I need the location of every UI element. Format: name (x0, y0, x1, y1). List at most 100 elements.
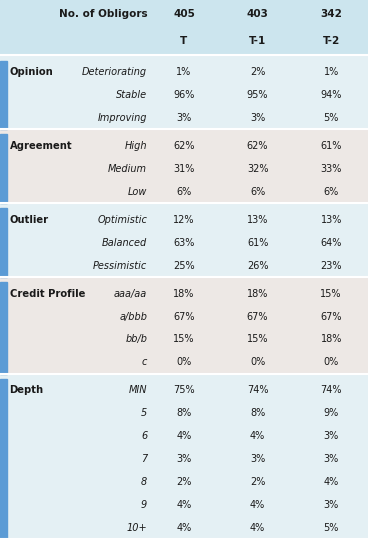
Text: 25%: 25% (173, 260, 195, 271)
Text: 4%: 4% (250, 523, 265, 533)
Text: T-2: T-2 (323, 37, 340, 46)
Text: bb/b: bb/b (125, 334, 147, 344)
Text: 63%: 63% (173, 238, 195, 247)
Text: 75%: 75% (173, 385, 195, 396)
Text: 3%: 3% (323, 454, 339, 464)
Bar (0, 277, 368, 374)
Text: 1%: 1% (176, 67, 192, 77)
Text: 15%: 15% (247, 334, 268, 344)
Bar (0, 0, 368, 56)
Text: T-1: T-1 (249, 37, 266, 46)
Text: 6%: 6% (323, 186, 339, 197)
Text: 0%: 0% (323, 357, 339, 367)
Text: 61%: 61% (247, 238, 268, 247)
Text: Low: Low (128, 186, 147, 197)
Text: 94%: 94% (321, 90, 342, 100)
Text: 6%: 6% (176, 186, 192, 197)
Text: 403: 403 (247, 9, 269, 19)
Text: 18%: 18% (247, 289, 268, 299)
Text: 5%: 5% (323, 113, 339, 123)
Text: 3%: 3% (323, 431, 339, 441)
Text: Balanced: Balanced (102, 238, 147, 247)
Text: 32%: 32% (247, 164, 268, 174)
Bar (0, 282, 7, 374)
Text: 13%: 13% (321, 215, 342, 225)
Bar (0, 60, 7, 129)
Text: 18%: 18% (173, 289, 195, 299)
Text: 4%: 4% (250, 500, 265, 510)
Text: 3%: 3% (250, 113, 265, 123)
Text: T: T (180, 37, 188, 46)
Text: 64%: 64% (321, 238, 342, 247)
Text: 3%: 3% (176, 113, 192, 123)
Text: 7: 7 (141, 454, 147, 464)
Text: 0%: 0% (176, 357, 192, 367)
Text: 3%: 3% (323, 500, 339, 510)
Text: 9: 9 (141, 500, 147, 510)
Text: 405: 405 (173, 9, 195, 19)
Text: Opinion: Opinion (10, 67, 53, 77)
Bar (0, 56, 368, 129)
Text: 74%: 74% (321, 385, 342, 396)
Text: 4%: 4% (176, 431, 192, 441)
Text: 67%: 67% (247, 312, 268, 322)
Text: 2%: 2% (250, 67, 265, 77)
Text: 6%: 6% (250, 186, 265, 197)
Text: Outlier: Outlier (10, 215, 49, 225)
Bar (0, 203, 368, 277)
Text: Stable: Stable (116, 90, 147, 100)
Text: Agreement: Agreement (10, 141, 72, 151)
Text: 18%: 18% (321, 334, 342, 344)
Bar (0, 374, 368, 539)
Bar (0, 379, 7, 539)
Text: 4%: 4% (250, 431, 265, 441)
Text: 3%: 3% (176, 454, 192, 464)
Text: 5: 5 (141, 408, 147, 418)
Text: 2%: 2% (250, 477, 265, 487)
Text: 23%: 23% (321, 260, 342, 271)
Text: 3%: 3% (250, 454, 265, 464)
Text: 67%: 67% (173, 312, 195, 322)
Text: MIN: MIN (129, 385, 147, 396)
Text: 13%: 13% (247, 215, 268, 225)
Text: 342: 342 (320, 9, 342, 19)
Text: 8%: 8% (250, 408, 265, 418)
Text: 62%: 62% (247, 141, 268, 151)
Text: 33%: 33% (321, 164, 342, 174)
Text: 15%: 15% (321, 289, 342, 299)
Text: 0%: 0% (250, 357, 265, 367)
Text: Pessimistic: Pessimistic (93, 260, 147, 271)
Text: 61%: 61% (321, 141, 342, 151)
Text: 8%: 8% (176, 408, 192, 418)
Text: Improving: Improving (98, 113, 147, 123)
Text: 2%: 2% (176, 477, 192, 487)
Text: 74%: 74% (247, 385, 268, 396)
Text: 31%: 31% (173, 164, 195, 174)
Text: 15%: 15% (173, 334, 195, 344)
Text: Credit Profile: Credit Profile (10, 289, 85, 299)
Text: 26%: 26% (247, 260, 268, 271)
Text: 12%: 12% (173, 215, 195, 225)
Text: 10+: 10+ (127, 523, 147, 533)
Bar (0, 135, 7, 203)
Text: No. of Obligors: No. of Obligors (59, 9, 147, 19)
Text: 9%: 9% (323, 408, 339, 418)
Text: 1%: 1% (323, 67, 339, 77)
Text: c: c (142, 357, 147, 367)
Text: 5%: 5% (323, 523, 339, 533)
Text: 96%: 96% (173, 90, 195, 100)
Text: a/bbb: a/bbb (119, 312, 147, 322)
Text: 6: 6 (141, 431, 147, 441)
Text: 4%: 4% (176, 500, 192, 510)
Text: 4%: 4% (323, 477, 339, 487)
Text: 95%: 95% (247, 90, 268, 100)
Text: 8: 8 (141, 477, 147, 487)
Text: Medium: Medium (108, 164, 147, 174)
Text: Optimistic: Optimistic (97, 215, 147, 225)
Text: High: High (125, 141, 147, 151)
Text: Deteriorating: Deteriorating (82, 67, 147, 77)
Text: 4%: 4% (176, 523, 192, 533)
Text: 67%: 67% (321, 312, 342, 322)
Bar (0, 209, 7, 277)
Bar (0, 129, 368, 203)
